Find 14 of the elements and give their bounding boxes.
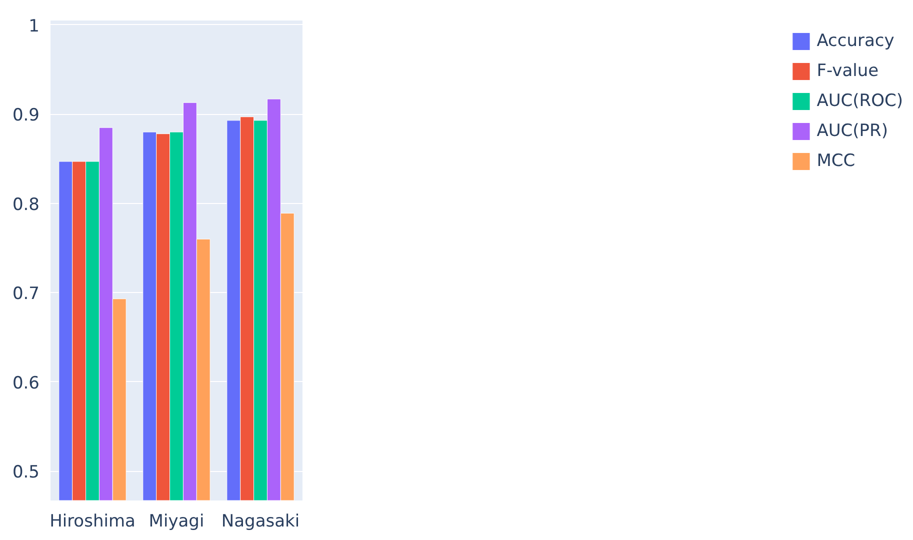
x-tick-label: Miyagi <box>148 512 204 532</box>
legend-label: F-value <box>816 61 879 81</box>
y-tick-label: 0.7 <box>12 284 40 304</box>
y-tick-label: 0.5 <box>12 462 40 483</box>
x-tick-label: Nagasaki <box>221 512 300 532</box>
x-tick-label: Hiroshima <box>50 512 136 532</box>
legend-label: Accuracy <box>816 31 894 51</box>
legend-label: MCC <box>816 151 856 171</box>
y-tick-label: 0.6 <box>12 373 40 394</box>
y-tick-label: 0.9 <box>12 106 40 126</box>
y-tick-label: 1 <box>28 16 40 36</box>
legend-label: AUC(PR) <box>816 121 888 141</box>
legend-label: AUC(ROC) <box>816 91 903 111</box>
y-tick-label: 0.8 <box>12 194 40 215</box>
